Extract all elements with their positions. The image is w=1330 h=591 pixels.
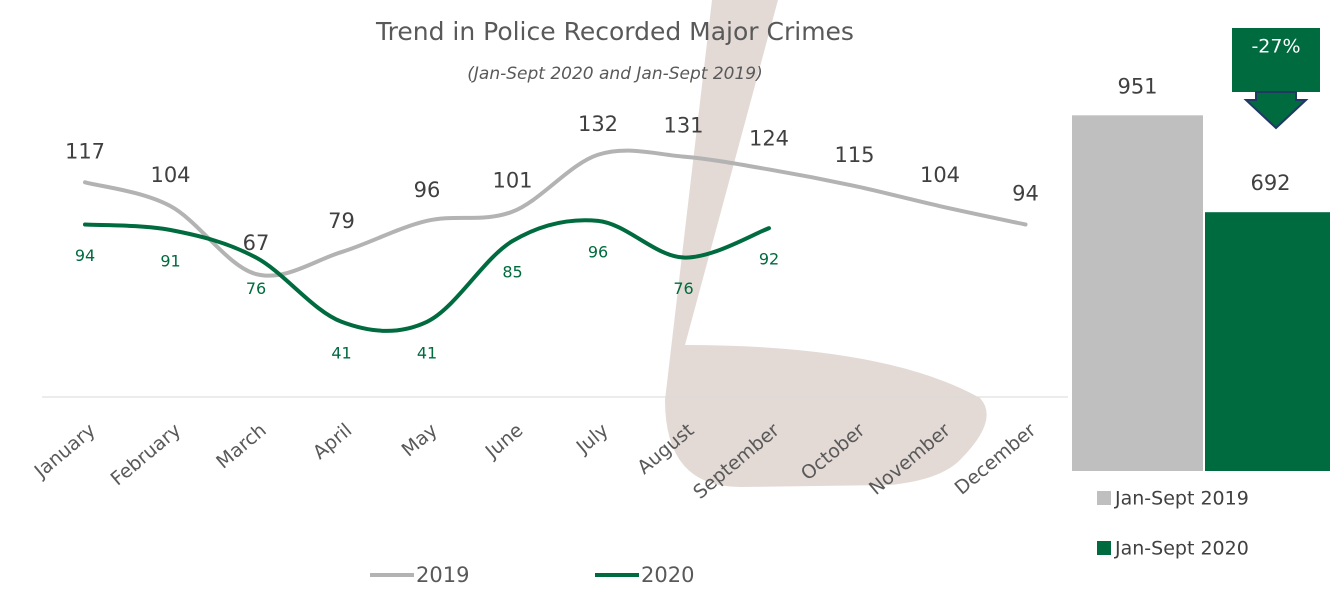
change-arrow: [1246, 92, 1306, 128]
data-label: 131: [663, 114, 703, 138]
data-label: 76: [246, 279, 266, 298]
data-label: 96: [588, 242, 608, 261]
series-line: [85, 220, 769, 331]
x-tick-label: May: [398, 419, 442, 461]
legend-label: 2020: [641, 563, 694, 587]
data-label: 41: [331, 343, 351, 362]
data-label: 85: [502, 263, 522, 282]
legend-swatch: [1097, 491, 1111, 505]
x-tick-label: June: [481, 419, 528, 463]
data-label: 76: [673, 279, 693, 298]
chart: Trend in Police Recorded Major Crimes (J…: [0, 0, 1330, 587]
x-tick-label: March: [212, 419, 271, 473]
data-label: 115: [834, 143, 874, 167]
data-label: 92: [759, 250, 779, 269]
x-tick-label: January: [30, 419, 100, 483]
data-label: 79: [328, 209, 355, 233]
data-label: 101: [492, 169, 532, 193]
bar: [1072, 115, 1203, 471]
data-label: 41: [417, 343, 437, 362]
bar: [1205, 212, 1330, 471]
data-label: 951: [1117, 74, 1157, 98]
legend-label: 2019: [416, 563, 469, 587]
x-tick-label: July: [572, 419, 613, 458]
data-label: 96: [414, 178, 441, 202]
legend-swatch: [1097, 541, 1111, 555]
data-label: 692: [1250, 171, 1290, 195]
legend-label: Jan-Sept 2020: [1114, 538, 1249, 560]
x-tick-label: April: [309, 419, 356, 464]
data-label: 104: [150, 163, 190, 187]
data-label: 94: [1012, 182, 1039, 206]
data-label: 94: [75, 246, 95, 265]
series-line: [85, 151, 1026, 276]
legend-label: Jan-Sept 2019: [1114, 488, 1249, 510]
chart-subtitle: (Jan-Sept 2020 and Jan-Sept 2019): [467, 64, 762, 84]
page: {"chart_data": [ {"type": "line", "title…: [0, 0, 1330, 591]
x-tick-label: February: [107, 419, 186, 490]
data-label: 124: [749, 126, 789, 150]
data-label: 104: [920, 163, 960, 187]
chart-title: Trend in Police Recorded Major Crimes: [375, 17, 854, 46]
change-label: -27%: [1251, 36, 1300, 58]
data-label: 117: [65, 139, 105, 163]
data-label: 132: [578, 112, 618, 136]
data-label: 91: [160, 252, 180, 271]
